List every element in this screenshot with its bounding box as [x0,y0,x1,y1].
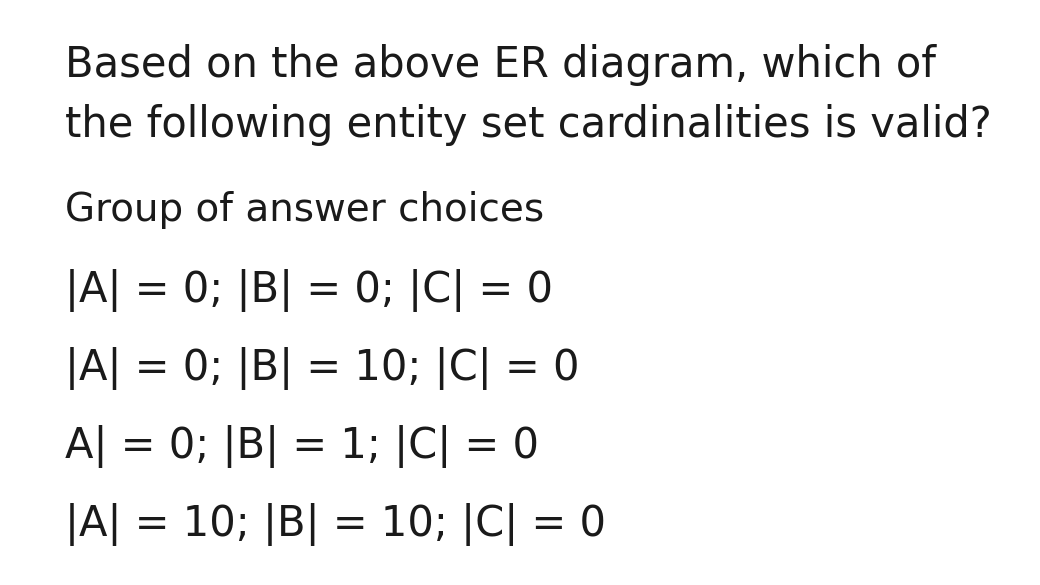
Text: |A| = 0; |B| = 10; |C| = 0: |A| = 0; |B| = 10; |C| = 0 [64,346,579,390]
Text: Based on the above ER diagram, which of: Based on the above ER diagram, which of [64,44,936,86]
Text: Group of answer choices: Group of answer choices [64,191,544,229]
Text: the following entity set cardinalities is valid?: the following entity set cardinalities i… [64,104,992,146]
Text: A| = 0; |B| = 1; |C| = 0: A| = 0; |B| = 1; |C| = 0 [64,425,539,467]
Text: |A| = 0; |B| = 0; |C| = 0: |A| = 0; |B| = 0; |C| = 0 [64,269,553,311]
Text: |A| = 10; |B| = 10; |C| = 0: |A| = 10; |B| = 10; |C| = 0 [64,503,606,545]
